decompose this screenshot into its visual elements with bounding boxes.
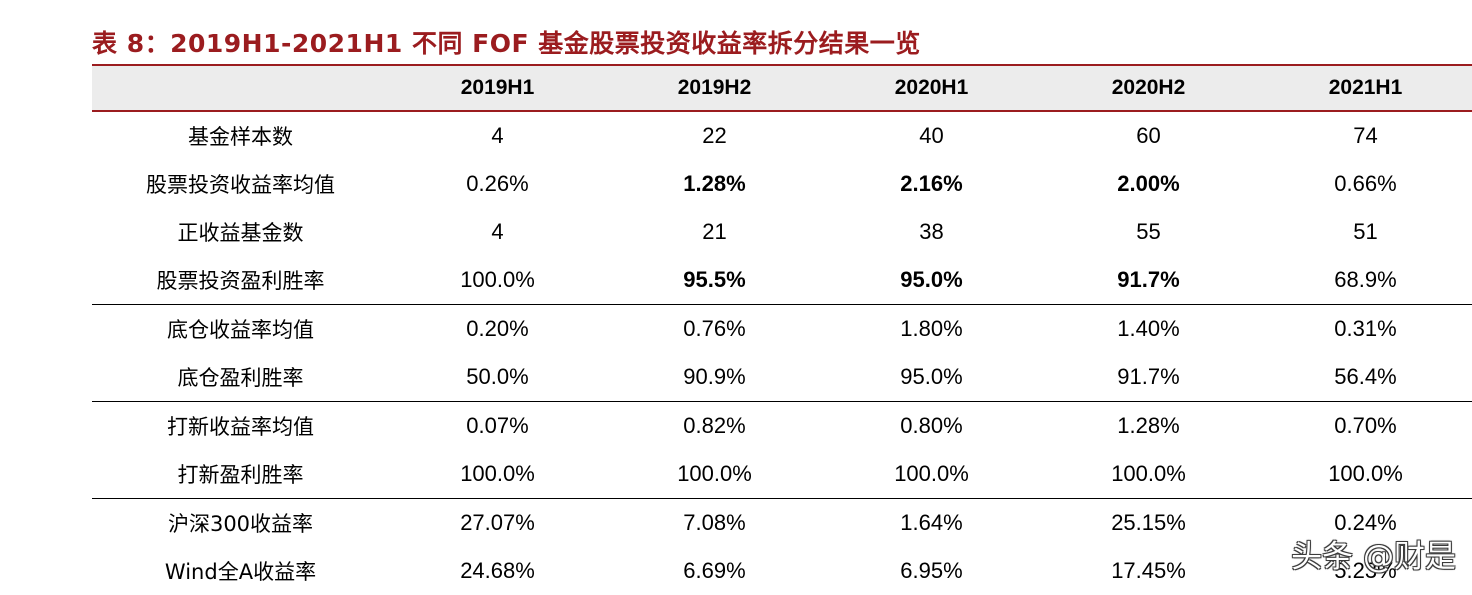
table-cell: 17.45%: [1111, 558, 1186, 583]
table-cell: 0.07%: [466, 413, 529, 438]
table-cell: 0.31%: [1334, 316, 1397, 341]
table-row: 底仓盈利胜率 50.0% 90.9% 95.0% 91.7% 56.4%: [92, 353, 1472, 402]
row-label: 打新收益率均值: [167, 415, 314, 439]
table-cell: 2.00%: [1117, 171, 1180, 196]
table-cell: 0.80%: [900, 413, 963, 438]
table-cell: 4: [491, 123, 504, 148]
table-cell: 95.0%: [823, 353, 1040, 402]
row-label: 沪深300收益率: [167, 512, 314, 536]
row-label: Wind全A收益率: [164, 560, 317, 584]
row-label: 打新盈利胜率: [92, 450, 389, 499]
table-row: 打新收益率均值 0.07% 0.82% 0.80% 1.28% 0.70%: [92, 402, 1472, 451]
table-cell: 100.0%: [389, 256, 606, 305]
table-row: 正收益基金数 4 21 38 55 51: [92, 208, 1472, 256]
table-cell: 1.40%: [1117, 316, 1180, 341]
table-cell: 38: [919, 219, 944, 244]
row-label: 基金样本数: [188, 125, 293, 149]
table-cell: 5.23%: [1334, 558, 1397, 583]
table-cell: 6.69%: [683, 558, 746, 583]
table-cell: 1.64%: [900, 510, 963, 535]
table-cell: 100.0%: [1257, 450, 1472, 499]
table-cell: 0.66%: [1334, 171, 1397, 196]
table-cell: 25.15%: [1111, 510, 1186, 535]
table-row: 底仓收益率均值 0.20% 0.76% 1.80% 1.40% 0.31%: [92, 305, 1472, 354]
table-cell: 60: [1136, 123, 1161, 148]
table-header-row: 2019H1 2019H2 2020H1 2020H2 2021H1: [92, 64, 1472, 112]
table-cell: 55: [1136, 219, 1161, 244]
table-row: 股票投资收益率均值 0.26% 1.28% 2.16% 2.00% 0.66%: [92, 160, 1472, 208]
column-header: 2019H2: [606, 64, 823, 112]
table-cell: 0.82%: [683, 413, 746, 438]
table-cell: 68.9%: [1257, 256, 1472, 305]
table-cell: 1.80%: [900, 316, 963, 341]
table-cell: 7.08%: [683, 510, 746, 535]
column-header: 2019H1: [389, 64, 606, 112]
table-cell: 91.7%: [1040, 256, 1257, 305]
row-label: 底仓收益率均值: [167, 318, 314, 342]
table-row: 打新盈利胜率 100.0% 100.0% 100.0% 100.0% 100.0…: [92, 450, 1472, 499]
table-cell: 50.0%: [389, 353, 606, 402]
table-cell: 24.68%: [460, 558, 535, 583]
column-header: 2021H1: [1257, 64, 1472, 112]
table-cell: 100.0%: [823, 450, 1040, 499]
table-cell: 1.28%: [1117, 413, 1180, 438]
table-cell: 21: [702, 219, 727, 244]
table-cell: 95.5%: [606, 256, 823, 305]
row-label: 股票投资收益率均值: [146, 173, 335, 197]
table-cell: 40: [919, 123, 944, 148]
table-row: 基金样本数 4 22 40 60 74: [92, 111, 1472, 160]
table-cell: 100.0%: [1040, 450, 1257, 499]
table-row: 沪深300收益率 27.07% 7.08% 1.64% 25.15% 0.24%: [92, 499, 1472, 548]
table-cell: 95.0%: [823, 256, 1040, 305]
table-cell: 6.95%: [900, 558, 963, 583]
returns-table: 2019H1 2019H2 2020H1 2020H2 2021H1 基金样本数…: [92, 64, 1472, 595]
header-label-cell: [92, 64, 389, 112]
table-cell: 1.28%: [683, 171, 746, 196]
column-header: 2020H1: [823, 64, 1040, 112]
table-cell: 2.16%: [900, 171, 963, 196]
row-label: 正收益基金数: [177, 221, 304, 245]
row-label: 股票投资盈利胜率: [92, 256, 389, 305]
watermark-text: 头条 @财是: [1291, 539, 1456, 575]
table-cell: 0.26%: [466, 171, 529, 196]
table-row: 股票投资盈利胜率 100.0% 95.5% 95.0% 91.7% 68.9%: [92, 256, 1472, 305]
table-cell: 56.4%: [1257, 353, 1472, 402]
table-cell: 90.9%: [606, 353, 823, 402]
column-header: 2020H2: [1040, 64, 1257, 112]
table-cell: 51: [1353, 219, 1378, 244]
table-cell: 100.0%: [606, 450, 823, 499]
row-label: 底仓盈利胜率: [92, 353, 389, 402]
table-cell: 0.76%: [683, 316, 746, 341]
table-cell: 4: [491, 219, 504, 244]
table-cell: 27.07%: [460, 510, 535, 535]
table-cell: 100.0%: [389, 450, 606, 499]
table-title: 表 8：2019H1-2021H1 不同 FOF 基金股票投资收益率拆分结果一览: [92, 29, 921, 58]
table-cell: 0.70%: [1334, 413, 1397, 438]
table-cell: 0.24%: [1334, 510, 1397, 535]
table-cell: 91.7%: [1040, 353, 1257, 402]
table-cell: 22: [702, 123, 727, 148]
table-row: Wind全A收益率 24.68% 6.69% 6.95% 17.45% 5.23…: [92, 547, 1472, 595]
table-cell: 74: [1353, 123, 1378, 148]
table-cell: 0.20%: [466, 316, 529, 341]
